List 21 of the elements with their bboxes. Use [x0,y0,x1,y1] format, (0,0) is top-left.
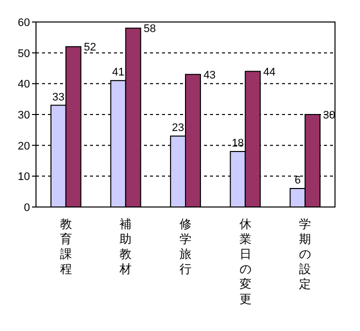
x-tick-label: 学期の設定 [299,217,312,291]
y-tick-label: 40 [18,78,30,91]
x-tick-label: 修学旅行 [180,217,192,276]
data-label: 58 [144,23,156,36]
data-label: 33 [52,91,65,104]
data-label: 23 [172,122,184,134]
y-tick-label: 10 [18,171,30,184]
x-tick-label: 補助教材 [118,217,132,276]
data-label: 6 [294,174,301,186]
data-label: 52 [84,42,96,54]
y-tick-label: 20 [18,140,30,152]
y-tick-label: 50 [18,48,30,60]
x-tick-label: 教育課程 [60,217,72,276]
y-tick-label: 0 [24,202,30,214]
x-tick-label: 休業日の変更 [239,217,252,306]
data-label: 44 [263,66,276,78]
y-tick-label: 60 [18,17,30,29]
data-label: 41 [112,66,124,79]
data-label: 43 [203,69,216,82]
data-label: 18 [232,138,244,150]
y-tick-label: 30 [18,110,30,122]
